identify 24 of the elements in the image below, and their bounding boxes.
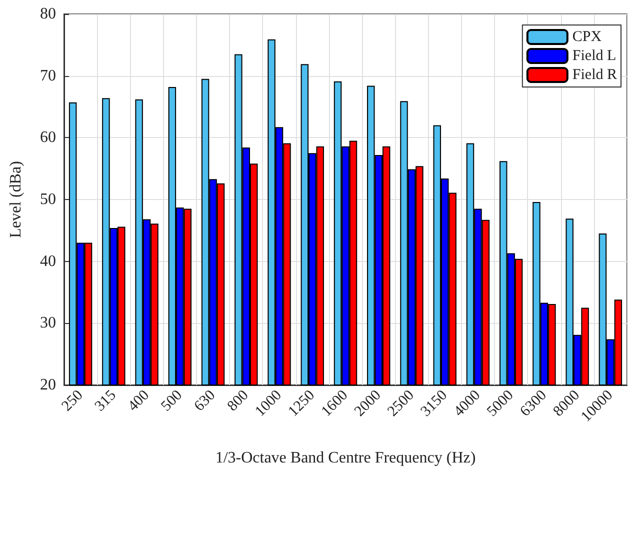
x-tick-label: 250 — [59, 387, 86, 415]
x-tick-label: 6300 — [517, 387, 550, 420]
legend-label: Field R — [572, 67, 618, 83]
x-tick-label: 4000 — [451, 387, 484, 420]
x-axis-title: 1/3-Octave Band Centre Frequency (Hz) — [215, 450, 476, 466]
x-tick-label: 400 — [125, 387, 152, 415]
y-tick-label: 80 — [40, 6, 56, 22]
legend-label: CPX — [572, 29, 602, 45]
x-tick-label: 800 — [224, 387, 252, 415]
y-tick-label: 70 — [40, 67, 56, 84]
x-tick-label: 1000 — [252, 387, 285, 420]
y-axis-title: Level (dBa) — [8, 161, 24, 238]
x-tick-label: 1600 — [318, 387, 352, 420]
y-tick-label: 40 — [40, 252, 56, 270]
legend-label: Field L — [572, 48, 616, 64]
y-tick-label: 60 — [40, 129, 56, 146]
x-tick-label: 1250 — [286, 387, 318, 420]
x-tick-label: 8000 — [550, 387, 583, 420]
y-tick-label: 20 — [40, 376, 56, 394]
y-tick-label: 30 — [40, 314, 56, 332]
x-tick-label: 315 — [92, 387, 120, 415]
x-tick-label: 630 — [191, 387, 219, 415]
y-tick-label: 50 — [40, 191, 56, 208]
x-tick-label: 500 — [158, 387, 186, 415]
